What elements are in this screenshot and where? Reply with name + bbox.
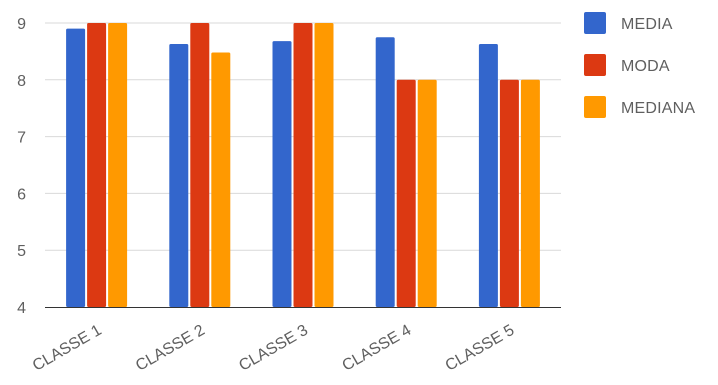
bar-media-3 (272, 41, 292, 308)
bar-mediana-3 (314, 23, 334, 307)
bar-moda-2 (190, 23, 210, 307)
bar-moda-4 (396, 79, 416, 307)
bars (66, 23, 540, 308)
x-tick-label: CLASSE 2 (133, 322, 208, 375)
legend-swatch (584, 12, 606, 34)
x-axis-ticks: CLASSE 1 CLASSE 2 CLASSE 3 CLASSE 4 CLASSE 5 (30, 322, 518, 375)
bar-media-1 (66, 28, 86, 308)
x-tick-label: CLASSE 1 (30, 322, 105, 375)
legend: MEDIA MODA MEDIANA (584, 12, 695, 118)
y-tick-label: 8 (17, 73, 26, 90)
legend-swatch (584, 96, 606, 118)
y-tick-label: 7 (17, 130, 26, 147)
bar-moda-1 (87, 23, 107, 307)
y-tick-label: 5 (17, 243, 26, 260)
bar-mediana-1 (108, 23, 128, 307)
bar-mediana-2 (211, 52, 231, 308)
legend-label: MEDIA (621, 16, 673, 33)
y-axis-ticks: 4 5 6 7 8 9 (17, 16, 26, 317)
y-tick-label: 9 (17, 16, 26, 33)
legend-item-mediana: MEDIANA (584, 96, 695, 118)
bar-media-4 (375, 37, 395, 307)
bar-media-5 (478, 44, 498, 308)
bar-moda-3 (293, 23, 313, 307)
legend-item-media: MEDIA (584, 12, 673, 34)
y-tick-label: 4 (17, 300, 26, 317)
bar-mediana-5 (520, 79, 540, 307)
legend-label: MEDIANA (621, 100, 695, 117)
bar-mediana-4 (417, 79, 437, 307)
y-tick-label: 6 (17, 186, 26, 203)
bar-media-2 (169, 44, 189, 308)
legend-item-moda: MODA (584, 54, 670, 76)
legend-label: MODA (621, 58, 670, 75)
x-tick-label: CLASSE 5 (443, 322, 518, 375)
legend-swatch (584, 54, 606, 76)
bar-moda-5 (499, 79, 519, 307)
x-tick-label: CLASSE 3 (236, 322, 311, 375)
x-tick-label: CLASSE 4 (339, 322, 414, 375)
